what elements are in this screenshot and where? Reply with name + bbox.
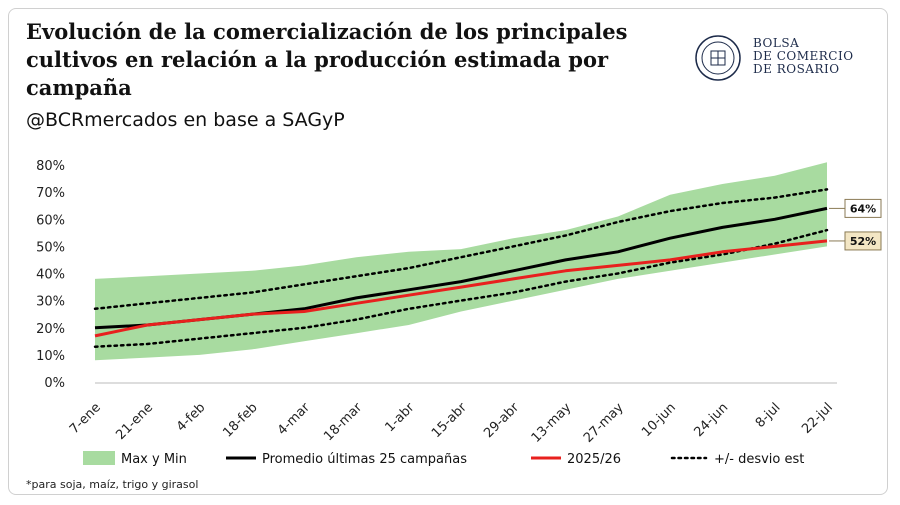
x-tick-label: 8-jul — [753, 400, 784, 431]
x-tick-label: 29-abr — [481, 400, 522, 441]
average-end-label-box — [844, 198, 882, 218]
legend-label-band: Max y Min — [121, 452, 187, 467]
x-tick-label: 15-abr — [429, 400, 470, 441]
stddev-upper-line — [93, 188, 829, 311]
y-tick-label: 40% — [36, 268, 65, 283]
legend-label-stddev: +/- desvio est — [714, 452, 804, 467]
x-tick-label: 10-jun — [639, 400, 679, 440]
chart-title-line: campaña — [26, 75, 132, 100]
average-end-label: 64% — [850, 202, 876, 215]
bcr-logo: BOLSA DE COMERCIO DE ROSARIO — [693, 34, 873, 82]
x-tick-label: 22-jul — [799, 400, 836, 437]
y-tick-label: 10% — [36, 349, 65, 364]
y-tick-label: 70% — [36, 186, 65, 201]
logo-line: DE ROSARIO — [753, 62, 840, 76]
x-tick-label: 21-ene — [113, 400, 156, 443]
x-tick-label: 24-jun — [691, 400, 731, 440]
y-tick-label: 30% — [36, 295, 65, 310]
stddev-lower-line — [93, 228, 829, 348]
chart-title: Evolución de la comercialización de los … — [26, 18, 676, 102]
y-tick-label: 0% — [44, 376, 65, 391]
max-min-band — [95, 162, 827, 361]
legend-label-current: 2025/26 — [567, 452, 621, 467]
logo-wordmark: BOLSA DE COMERCIO DE ROSARIO — [753, 37, 854, 76]
current-end-label-box — [844, 231, 882, 251]
legend-label-average: Promedio últimas 25 campañas — [262, 452, 467, 467]
x-tick-label: 27-may — [581, 400, 627, 446]
legend-swatch-band — [83, 451, 115, 465]
chart-subtitle: @BCRmercados en base a SAGyP — [26, 109, 345, 131]
logo-line: BOLSA — [753, 36, 800, 50]
x-tick-label: 18-mar — [321, 400, 365, 444]
x-tick-label: 18-feb — [220, 400, 260, 440]
footnote: *para soja, maíz, trigo y girasol — [26, 478, 199, 491]
current-end-label: 52% — [850, 235, 876, 248]
logo-line: DE COMERCIO — [753, 49, 854, 63]
x-tick-label: 4-mar — [275, 400, 314, 439]
bcr-seal-icon — [695, 35, 741, 81]
x-tick-label: 13-may — [529, 400, 575, 446]
y-tick-label: 50% — [36, 240, 65, 255]
x-tick-label: 4-feb — [174, 400, 209, 435]
x-tick-label: 1-abr — [383, 400, 418, 435]
chart-title-line: cultivos en relación a la producción est… — [26, 47, 609, 72]
y-tick-label: 20% — [36, 322, 65, 337]
y-tick-label: 80% — [36, 159, 65, 174]
y-tick-label: 60% — [36, 213, 65, 228]
current-campaign-line — [94, 239, 828, 338]
x-tick-label: 7-ene — [67, 400, 104, 437]
chart-title-line: Evolución de la comercialización de los … — [26, 19, 628, 44]
